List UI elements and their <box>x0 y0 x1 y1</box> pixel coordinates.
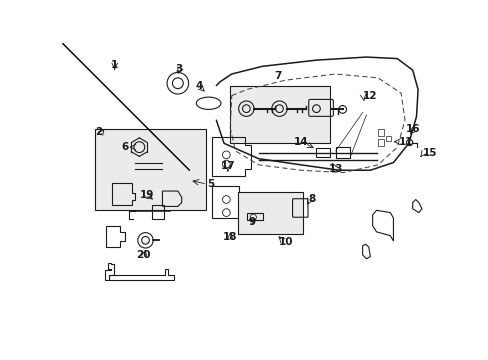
Text: 8: 8 <box>308 194 315 204</box>
Text: 5: 5 <box>207 179 214 189</box>
Text: 2: 2 <box>95 127 102 137</box>
Text: 19: 19 <box>140 190 154 200</box>
Text: 16: 16 <box>405 125 419 134</box>
Text: 10: 10 <box>278 237 292 247</box>
Text: 15: 15 <box>422 148 436 158</box>
Text: 6: 6 <box>122 142 129 152</box>
Text: 4: 4 <box>195 81 203 91</box>
FancyBboxPatch shape <box>230 86 329 143</box>
Text: 3: 3 <box>175 64 183 73</box>
FancyBboxPatch shape <box>238 192 303 234</box>
FancyBboxPatch shape <box>95 130 206 210</box>
Text: 14: 14 <box>293 137 308 147</box>
Text: 1: 1 <box>111 60 118 70</box>
Text: 18: 18 <box>223 232 237 242</box>
Text: 7: 7 <box>274 71 281 81</box>
Text: 9: 9 <box>248 217 255 227</box>
Text: 17: 17 <box>220 161 235 171</box>
Text: 13: 13 <box>328 164 342 174</box>
Text: 12: 12 <box>362 91 376 100</box>
Text: 20: 20 <box>136 250 150 260</box>
Text: 11: 11 <box>398 137 412 147</box>
